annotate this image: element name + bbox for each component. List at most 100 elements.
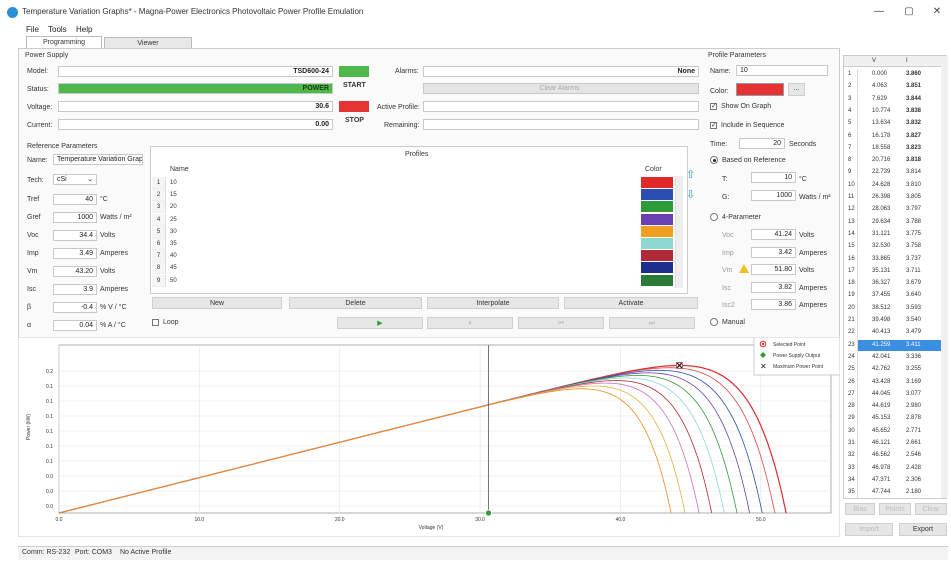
table-cell-i[interactable]: 3.844 <box>906 95 922 102</box>
table-cell-v[interactable]: 28.063 <box>872 206 891 213</box>
table-cell-v[interactable]: 36.327 <box>872 280 891 287</box>
table-cell-i[interactable]: 3.797 <box>906 206 922 213</box>
fp-param-input[interactable]: 3.82 <box>751 281 796 293</box>
table-cell-v[interactable]: 32.530 <box>872 243 891 250</box>
table-cell-i[interactable]: 3.805 <box>906 194 922 200</box>
tab-viewer[interactable]: Viewer <box>104 37 192 48</box>
table-cell-i[interactable]: 3.077 <box>906 390 922 397</box>
table-cell-v[interactable]: 39.498 <box>872 317 891 323</box>
tab-programming[interactable]: Programming <box>26 36 102 48</box>
table-cell-v[interactable]: 4.063 <box>872 83 888 90</box>
loop-checkbox[interactable] <box>152 319 159 326</box>
table-cell-v[interactable]: 37.455 <box>872 292 891 299</box>
table-cell-i[interactable]: 2.661 <box>906 440 922 446</box>
table-cell-v[interactable]: 44.619 <box>872 403 891 410</box>
profile-color-swatch[interactable] <box>641 274 673 286</box>
import-button[interactable]: Import <box>845 523 893 536</box>
table-scrollbar[interactable] <box>941 56 948 498</box>
table-cell-v[interactable]: 29.634 <box>872 218 891 225</box>
fp-param-input[interactable]: 41.24 <box>751 229 796 240</box>
table-cell-i[interactable]: 3.411 <box>906 341 921 348</box>
profile-row[interactable]: 50 <box>170 277 177 284</box>
table-cell-i[interactable]: 3.640 <box>906 292 922 299</box>
table-cell-v[interactable]: 46.121 <box>872 440 891 446</box>
move-down-icon[interactable]: ⇩ <box>686 189 696 201</box>
table-cell-i[interactable]: 3.679 <box>906 280 922 287</box>
table-cell-v[interactable]: 24.628 <box>872 181 891 188</box>
stop-button[interactable]: STOP <box>345 117 364 124</box>
table-cell-v[interactable]: 13.634 <box>872 120 891 127</box>
table-cell-v[interactable]: 33.865 <box>872 255 891 262</box>
menu-help[interactable]: Help <box>76 25 93 34</box>
next-button[interactable]: ⏭ <box>609 317 695 329</box>
table-cell-v[interactable]: 45.652 <box>872 427 891 434</box>
time-input[interactable]: 20 <box>739 138 785 149</box>
table-cell-v[interactable]: 45.153 <box>872 415 891 422</box>
menu-tools[interactable]: Tools <box>48 25 67 34</box>
table-cell-v[interactable]: 46.978 <box>872 464 891 471</box>
minimize-button[interactable]: — <box>874 6 884 17</box>
table-cell-i[interactable]: 3.758 <box>906 243 922 250</box>
profile-color-swatch[interactable] <box>641 262 673 274</box>
profile-row[interactable]: 20 <box>170 204 177 211</box>
table-cell-v[interactable]: 26.398 <box>872 194 891 200</box>
profile-color-swatch[interactable] <box>641 250 673 262</box>
profile-row[interactable]: 45 <box>170 265 177 272</box>
profile-row[interactable]: 40 <box>170 253 177 260</box>
table-cell-i[interactable]: 3.818 <box>906 157 922 164</box>
tech-select[interactable]: cSi ⌄ <box>53 174 97 185</box>
profile-color-swatch[interactable] <box>641 238 673 249</box>
based-on-reference-radio[interactable] <box>710 156 718 164</box>
profile-row[interactable]: 30 <box>170 228 177 235</box>
table-cell-i[interactable]: 3.860 <box>906 71 922 77</box>
fp-param-input[interactable]: 51.80 <box>751 264 796 276</box>
menu-file[interactable]: File <box>26 25 39 34</box>
manual-radio[interactable] <box>710 318 718 326</box>
ref-param-input[interactable]: -0.4 <box>53 302 97 313</box>
profile-color-swatch[interactable] <box>641 177 673 188</box>
ref-param-input[interactable]: 1000 <box>53 212 97 223</box>
profiles-scrollbar[interactable] <box>675 176 683 288</box>
pause-button[interactable]: ⏸ <box>427 317 513 329</box>
color-picker-button[interactable]: ... <box>788 83 805 96</box>
g-input[interactable]: 1000 <box>751 190 796 201</box>
activate-button[interactable]: Activate <box>564 297 698 309</box>
table-cell-i[interactable]: 3.711 <box>906 267 921 274</box>
table-cell-i[interactable]: 3.255 <box>906 366 922 373</box>
table-cell-i[interactable]: 3.479 <box>906 329 922 336</box>
table-cell-v[interactable]: 38.512 <box>872 304 891 311</box>
new-profile-button[interactable]: New <box>152 297 282 309</box>
table-cell-i[interactable]: 3.832 <box>906 120 922 127</box>
include-in-sequence-checkbox[interactable] <box>710 122 717 129</box>
pp-color-swatch[interactable] <box>736 83 784 96</box>
table-cell-v[interactable]: 10.774 <box>872 107 891 114</box>
table-cell-v[interactable]: 44.045 <box>872 390 891 397</box>
clear-alarms-button[interactable]: Clear Alarms <box>423 83 699 94</box>
profile-row[interactable]: 35 <box>170 241 177 247</box>
power-voltage-graph[interactable]: 0.0 10.0 20.0 30.0 40.0 50.0 0.2 0.1 0.1 0.1 0.1 0.… <box>18 337 840 537</box>
table-cell-v[interactable]: 46.562 <box>872 452 891 459</box>
t-input[interactable]: 10 <box>751 172 796 183</box>
ref-param-input[interactable]: 3.49 <box>53 248 97 259</box>
ref-name-input[interactable]: Temperature Variation Graphs <box>53 154 143 165</box>
table-cell-v[interactable]: 16.178 <box>872 132 891 139</box>
table-cell-i[interactable]: 2.180 <box>906 489 922 496</box>
bias-button[interactable]: Bias <box>845 503 875 515</box>
table-cell-i[interactable]: 3.336 <box>906 353 922 360</box>
profile-color-swatch[interactable] <box>641 213 673 225</box>
ref-param-input[interactable]: 40 <box>53 194 97 205</box>
play-button[interactable]: ▶ <box>337 317 423 329</box>
interpolate-button[interactable]: Interpolate <box>427 297 559 309</box>
table-cell-i[interactable]: 2.546 <box>906 452 922 459</box>
table-cell-i[interactable]: 3.827 <box>906 132 922 139</box>
delete-profile-button[interactable]: Delete <box>289 297 422 309</box>
start-button[interactable]: START <box>343 82 366 89</box>
table-cell-v[interactable]: 40.413 <box>872 329 891 336</box>
table-cell-v[interactable]: 18.558 <box>872 144 891 151</box>
move-up-icon[interactable]: ⇧ <box>686 169 696 181</box>
table-cell-v[interactable]: 41.259 <box>872 341 891 348</box>
table-cell-v[interactable]: 20.716 <box>872 157 891 164</box>
close-button[interactable]: ✕ <box>932 6 942 17</box>
profile-color-swatch[interactable] <box>641 225 673 237</box>
pp-name-input[interactable]: 10 <box>736 65 828 76</box>
